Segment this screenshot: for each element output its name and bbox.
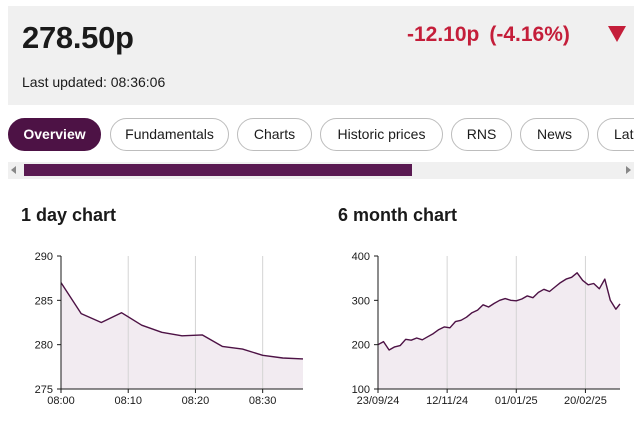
chart-title-6-month: 6 month chart [338,205,458,225]
series-area [378,272,620,389]
scroll-left-arrow-icon[interactable] [11,166,16,174]
x-tick-label: 20/02/25 [564,395,607,407]
x-tick-label: 08:10 [114,395,142,407]
y-tick-label: 280 [35,340,53,352]
scroll-thumb[interactable] [24,164,412,176]
tab-more[interactable]: Late [597,118,634,151]
x-tick-label: 23/09/24 [357,395,400,407]
tab-scrollbar[interactable] [8,162,634,179]
chart-6-month: 23/09/24 12/11/24 01/01/25 20/02/25 100 200 30… [352,251,621,407]
x-tick-label: 08:20 [182,395,210,407]
y-tick-label: 275 [35,384,53,396]
down-arrow-icon [608,26,626,42]
chart-title-1-day: 1 day chart [21,205,117,225]
x-tick-label: 12/11/24 [426,395,468,407]
chart-1-day: 08:00 08:10 08:20 08:30 275 280 285 290 [35,251,304,407]
series-line [377,272,621,351]
x-tick-label: 08:30 [249,395,277,407]
tab-historic-prices[interactable]: Historic prices [320,118,443,151]
last-updated: Last updated: 08:36:06 [22,74,166,90]
x-tick-label: 08:00 [47,395,75,407]
x-tick-label: 01/01/25 [495,395,538,407]
y-tick-label: 100 [352,384,370,396]
y-tick-label: 285 [35,295,53,307]
tab-fundamentals[interactable]: Fundamentals [110,118,229,151]
price-change: -12.10p (-4.16%) [407,23,570,47]
y-tick-label: 290 [35,251,53,263]
y-tick-label: 200 [352,340,370,352]
y-tick-label: 300 [352,295,370,307]
price-change-percent: (-4.16%) [489,23,570,46]
price-change-value: -12.10p [407,23,480,46]
tab-bar: Overview Fundamentals Charts Historic pr… [8,118,634,152]
y-tick-label: 400 [352,251,370,263]
share-price: 278.50p [22,20,134,55]
tab-charts[interactable]: Charts [237,118,312,151]
tab-rns[interactable]: RNS [451,118,512,151]
scroll-right-arrow-icon[interactable] [626,166,631,174]
price-panel: 278.50p -12.10p (-4.16%) Last updated: 08… [8,6,634,105]
tab-news[interactable]: News [520,118,589,151]
series-line [60,282,304,360]
tab-overview[interactable]: Overview [8,118,101,151]
